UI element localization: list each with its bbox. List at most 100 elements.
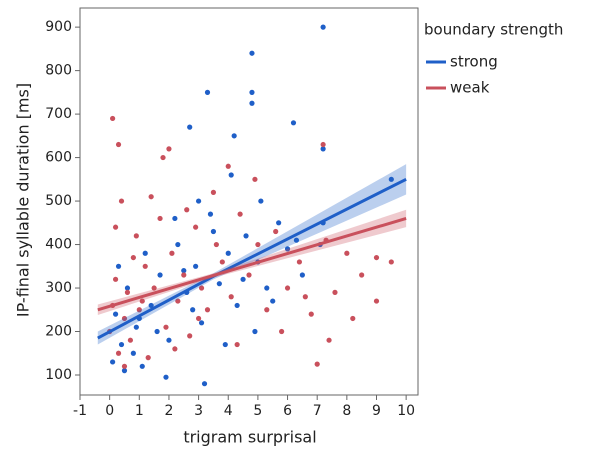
y-axis-label: IP-final syllable duration [ms] [14,83,33,317]
y-tick-label: 900 [45,19,72,35]
point [163,324,169,330]
point [249,89,255,95]
x-tick-label: 7 [313,403,322,419]
point [175,298,181,304]
point [121,363,128,369]
x-axis-label: trigram surprisal [183,428,316,447]
point [293,237,300,243]
point [284,285,291,291]
point [210,189,217,195]
point [373,254,380,261]
y-tick-label: 200 [45,324,72,340]
point [228,172,234,178]
point [133,233,139,239]
point [115,263,122,269]
point [124,289,131,295]
point [130,350,136,356]
point [302,294,308,300]
point [388,259,394,265]
point [118,198,125,204]
point [388,176,394,182]
x-tick-label: 8 [342,403,351,419]
point [237,211,243,217]
point [264,285,270,291]
legend-label: weak [450,79,490,97]
point [216,281,222,287]
x-tick-label: 1 [135,403,144,419]
point [373,298,380,304]
fit-line [97,217,407,312]
point [115,350,122,356]
point [326,337,332,343]
x-tick-label: 3 [194,403,203,419]
point [166,146,172,152]
point [145,355,151,361]
point [148,194,154,200]
point [163,374,169,380]
point [172,215,178,222]
point [252,176,258,182]
point [148,302,154,309]
point [193,263,199,269]
point [276,220,282,226]
y-tick-label: 500 [45,193,72,209]
legend-label: strong [450,53,498,71]
point [201,381,208,387]
x-tick-label: -1 [73,403,87,419]
point [121,368,128,374]
point [204,89,211,95]
point [142,250,148,256]
point [112,276,119,282]
point [169,250,175,256]
point [225,163,231,169]
point [139,363,145,369]
point [222,341,228,348]
point [110,115,116,122]
point [320,24,326,30]
y-tick-label: 600 [45,150,72,166]
x-tick-label: 10 [397,403,415,419]
legend-title: boundary strength [424,21,563,39]
point [133,324,139,330]
point [154,328,160,335]
x-tick-label: 6 [283,403,292,419]
point [110,359,116,365]
point [231,133,237,139]
point [320,146,326,152]
point [121,315,128,322]
y-tick-label: 700 [45,106,72,122]
point [198,285,205,291]
point [207,211,214,217]
point [175,241,181,248]
point [184,207,190,213]
point [255,241,261,248]
point [213,241,219,248]
point [249,100,255,106]
point [115,141,122,148]
point [359,272,365,278]
y-tick-label: 100 [45,367,72,383]
point [290,120,297,126]
point [124,285,131,291]
point [193,224,199,230]
point [243,233,249,239]
point [252,328,258,335]
point [195,198,202,204]
point [142,263,148,269]
point [190,307,196,313]
point [157,215,163,222]
point [332,289,338,295]
point [308,311,314,317]
point [320,141,326,148]
point [246,272,252,278]
point [219,259,225,265]
point [258,198,264,204]
point [225,250,231,256]
point [151,285,157,291]
point [157,272,163,278]
confidence-band [97,164,407,345]
x-tick-label: 4 [224,403,233,419]
point [187,333,193,339]
point [273,228,279,235]
point [130,254,136,261]
